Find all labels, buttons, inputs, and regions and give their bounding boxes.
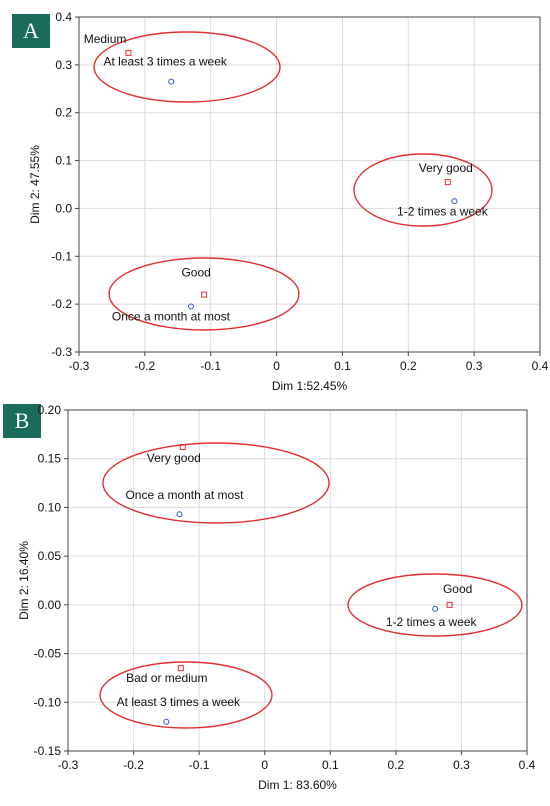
x-axis-title: Dim 1: 83.60% <box>258 778 337 792</box>
plot-frame <box>78 16 541 353</box>
group-ellipse <box>347 573 523 637</box>
point-label: Very good <box>419 161 473 175</box>
circle-marker <box>451 198 458 205</box>
circle-marker <box>168 78 175 85</box>
y-axis-title: Dim 2: 47.55% <box>28 145 42 224</box>
circle-marker <box>163 718 170 725</box>
x-tick-label: 0 <box>273 359 280 373</box>
point-label: Good <box>181 266 210 280</box>
y-tick-label: 0.3 <box>55 58 72 72</box>
square-marker <box>125 49 132 56</box>
x-tick-label: 0.1 <box>334 359 351 373</box>
x-tick-label: -0.2 <box>123 758 144 772</box>
y-tick-label: -0.15 <box>34 744 62 758</box>
x-tick-label: -0.3 <box>58 758 79 772</box>
circle-marker <box>432 605 439 612</box>
plot-frame <box>67 409 528 752</box>
y-tick-label: 0.20 <box>38 403 62 417</box>
point-label: 1-2 times a week <box>386 615 478 629</box>
y-tick-label: 0.0 <box>55 201 72 215</box>
y-tick-label: 0.1 <box>55 154 72 168</box>
y-tick-label: 0.15 <box>38 452 62 466</box>
y-tick-label: -0.05 <box>34 647 62 661</box>
x-tick-label: 0.4 <box>532 359 549 373</box>
y-tick-label: -0.1 <box>51 249 72 263</box>
circle-marker <box>187 303 194 310</box>
group-ellipse <box>108 257 300 331</box>
x-tick-label: 0.2 <box>400 359 417 373</box>
x-tick-label: 0.2 <box>388 758 405 772</box>
y-tick-label: -0.2 <box>51 297 72 311</box>
point-label: Once a month at most <box>125 488 244 502</box>
x-axis-title: Dim 1:52.45% <box>272 379 348 393</box>
x-tick-label: 0.3 <box>453 758 470 772</box>
correspondence-plot-b: -0.3 -0.2 -0.1 0 0.1 0.2 0.3 0.4-0.15-0.10-0.05… <box>17 403 536 792</box>
correspondence-plot-a: -0.3 -0.2 -0.1 0 0.1 0.2 0.3 0.4 -0.3 -0.2 -0.1 0.0… <box>28 10 549 393</box>
group-ellipse <box>99 661 273 729</box>
group-ellipse <box>93 31 281 103</box>
square-marker <box>177 665 184 672</box>
panel-label-a: A <box>12 14 50 48</box>
y-tick-label: 0.00 <box>38 598 62 612</box>
square-marker <box>446 601 453 608</box>
x-tick-label: -0.3 <box>69 359 90 373</box>
y-tick-label: -0.10 <box>34 695 62 709</box>
y-tick-label: -0.3 <box>51 345 72 359</box>
x-tick-label: -0.1 <box>189 758 210 772</box>
x-tick-label: 0.3 <box>466 359 483 373</box>
x-tick-label: 0.1 <box>322 758 339 772</box>
point-label: Good <box>443 582 472 596</box>
group-ellipse <box>102 442 330 524</box>
y-tick-label: 0.10 <box>38 500 62 514</box>
circle-marker <box>176 511 183 518</box>
y-tick-label: 0.2 <box>55 106 72 120</box>
x-tick-label: -0.1 <box>200 359 221 373</box>
point-label: Very good <box>147 451 201 465</box>
point-label: Once a month at most <box>112 310 231 324</box>
square-marker <box>201 291 208 298</box>
y-tick-label: 0.4 <box>55 10 72 24</box>
y-tick-label: 0.05 <box>38 549 62 563</box>
panel-label-b: B <box>3 404 41 438</box>
group-ellipse <box>353 153 493 227</box>
y-axis-title: Dim 2: 16.40% <box>17 541 31 620</box>
square-marker <box>444 179 451 186</box>
x-tick-label: 0 <box>261 758 268 772</box>
point-label: At least 3 times a week <box>117 695 241 709</box>
point-label: At least 3 times a week <box>104 55 228 69</box>
point-label: Medium <box>84 32 127 46</box>
x-tick-label: -0.2 <box>135 359 156 373</box>
square-marker <box>179 444 186 451</box>
point-label: Bad or medium <box>126 671 207 685</box>
point-label: 1-2 times a week <box>397 204 489 218</box>
x-tick-label: 0.4 <box>519 758 536 772</box>
